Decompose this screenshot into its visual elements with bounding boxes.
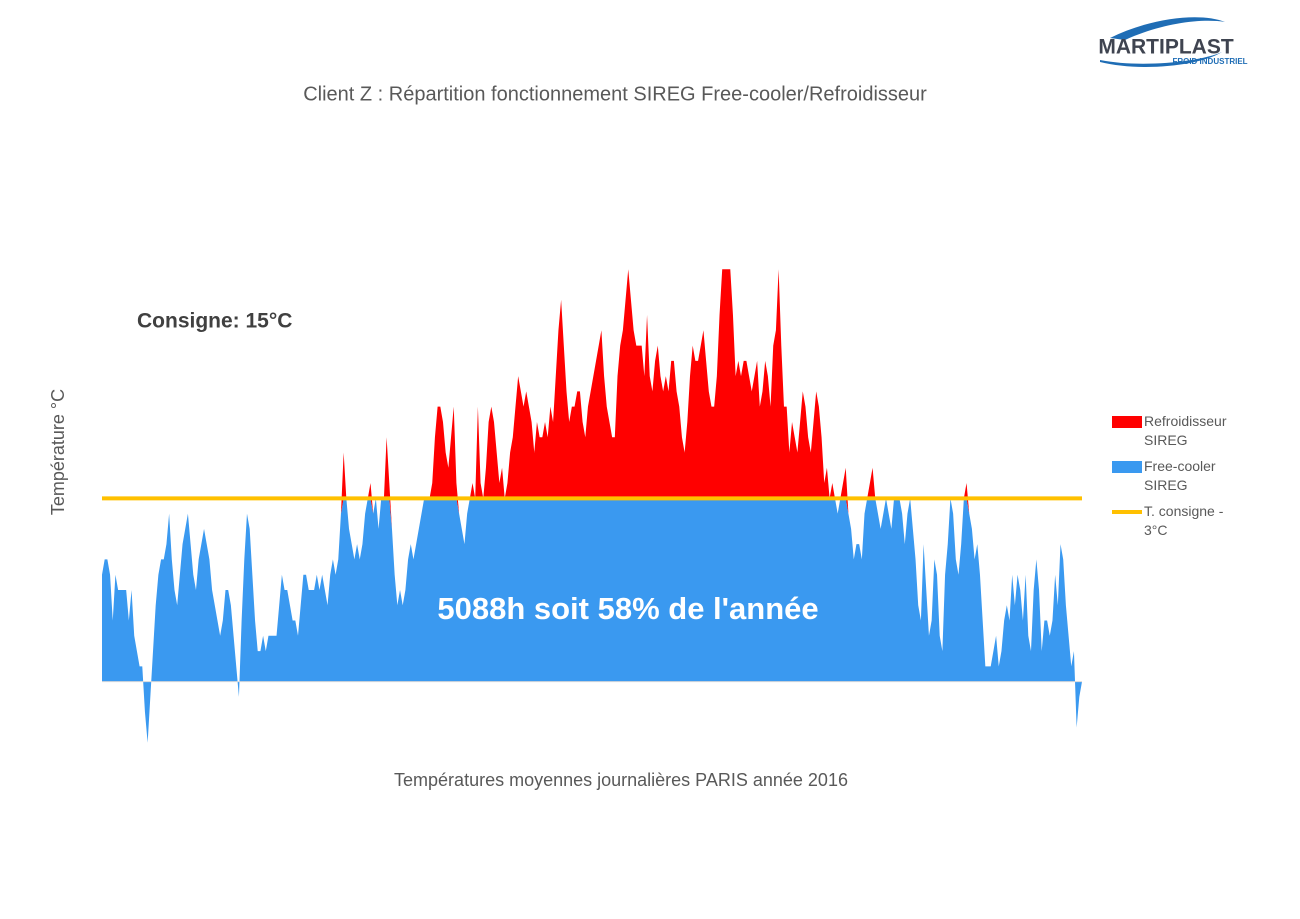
logo-swoosh: [1100, 52, 1222, 67]
legend-label: T. consigne - 3°C: [1144, 503, 1224, 538]
annotation: Consigne: 15°C: [137, 310, 292, 333]
logo-name: MARTIPLAST: [1098, 36, 1233, 59]
y-axis-label: Température °C: [48, 389, 68, 515]
logo-swoosh: [1110, 17, 1225, 40]
legend-label: Refroidisseur SIREG: [1144, 413, 1227, 448]
legend-item: Free-cooler SIREG: [1112, 457, 1232, 495]
logo-tagline: FROID INDUSTRIEL: [1172, 57, 1247, 66]
annotation: 5088h soit 58% de l'année: [437, 591, 818, 626]
legend-swatch: [1112, 461, 1142, 473]
legend-swatch: [1112, 416, 1142, 428]
legend-label: Free-cooler SIREG: [1144, 458, 1216, 493]
x-axis-label: Températures moyennes journalières PARIS…: [394, 770, 848, 790]
legend-item: T. consigne - 3°C: [1112, 502, 1232, 540]
legend-item: Refroidisseur SIREG: [1112, 412, 1232, 450]
chart-title: Client Z : Répartition fonctionnement SI…: [303, 83, 927, 105]
legend-swatch: [1112, 510, 1142, 514]
